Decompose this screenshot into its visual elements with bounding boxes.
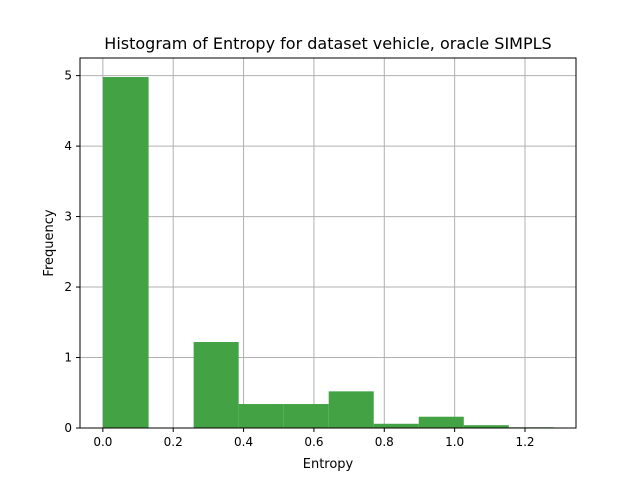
plot-frame [79, 57, 577, 429]
histogram-bar-2 [193, 342, 239, 428]
x-tick-label-5: 1.0 [445, 435, 464, 449]
y-tick-label-1: 1 [64, 351, 72, 365]
histogram-bar-4 [283, 404, 329, 428]
histogram-bar-6 [373, 423, 419, 428]
chart-title: Histogram of Entropy for dataset vehicle… [104, 34, 551, 53]
x-tick-label-6: 1.2 [515, 435, 534, 449]
y-tick-label-3: 3 [64, 210, 72, 224]
histogram-bar-7 [418, 416, 464, 428]
y-tick-label-2: 2 [64, 280, 72, 294]
y-tick-label-5: 5 [64, 69, 72, 83]
y-tick-label-4: 4 [64, 139, 72, 153]
x-tick-label-2: 0.4 [234, 435, 253, 449]
x-tick-label-4: 0.8 [375, 435, 394, 449]
x-axis-label: Entropy [303, 457, 354, 472]
histogram-bar-0 [102, 77, 149, 429]
x-tick-label-3: 0.6 [304, 435, 323, 449]
x-tick-label-0: 0.0 [93, 435, 112, 449]
histogram-bar-3 [238, 404, 284, 428]
x-axis-ticks: 0.0 0.2 0.4 0.6 0.8 1.0 1.2 [93, 428, 535, 449]
y-tick-label-0: 0 [64, 421, 72, 435]
y-axis-label: Frequency [42, 209, 57, 276]
y-axis-ticks: 0 1 2 3 4 5 [64, 69, 80, 435]
histogram-bars [102, 77, 554, 429]
x-tick-label-1: 0.2 [164, 435, 183, 449]
histogram-bar-8 [463, 425, 509, 428]
plot-background [80, 58, 576, 428]
histogram-bar-5 [328, 391, 374, 428]
